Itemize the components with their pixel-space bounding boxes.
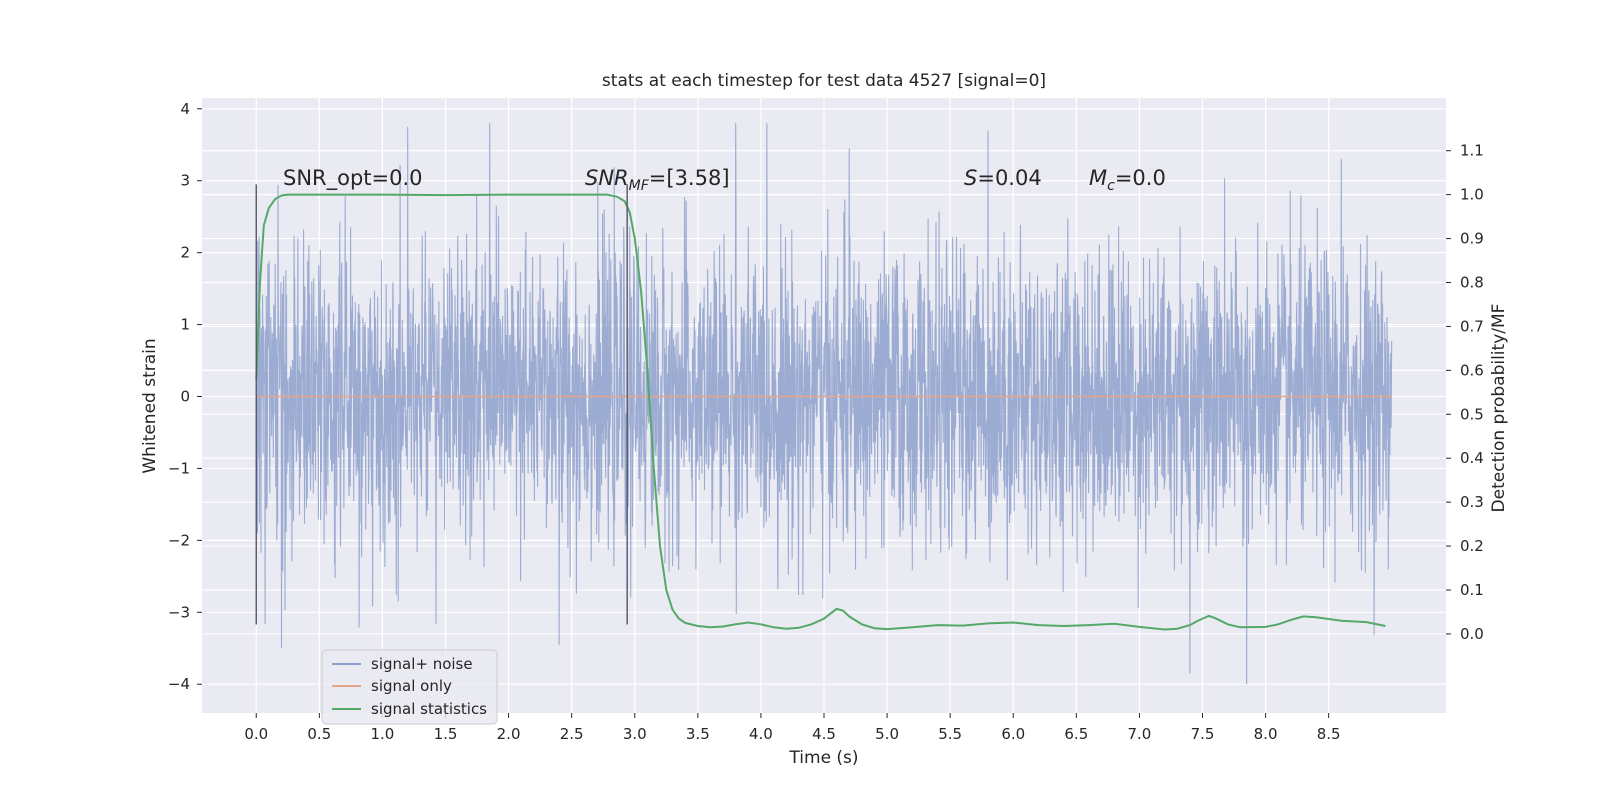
y2-tick-label: 1.0	[1460, 186, 1484, 204]
y2-tick-label: 0.5	[1460, 405, 1484, 423]
y2-tick-label: 0.3	[1460, 493, 1484, 511]
x-tick-label: 2.0	[497, 725, 521, 743]
mc-value: =0.0	[1115, 166, 1166, 190]
s-value: =0.04	[977, 166, 1041, 190]
y-tick-label: −1	[168, 459, 190, 477]
annotation-snr-mf: SNRMF=[3.58]	[585, 166, 730, 194]
x-tick-label: 7.5	[1191, 725, 1215, 743]
y2-tick-label: 0.0	[1460, 625, 1484, 643]
series-signal-noise-line	[255, 123, 1393, 685]
y-tick-label: −2	[168, 531, 190, 549]
series-layer	[255, 123, 1393, 685]
annotation-mc: Mc=0.0	[1089, 166, 1166, 194]
mc-subscript: c	[1107, 178, 1115, 194]
y2-axis-label: Detection probability/MF	[1489, 304, 1509, 513]
legend-label-signal-only: signal only	[371, 677, 452, 695]
x-tick-label: 1.5	[434, 725, 458, 743]
x-tick-label: 8.5	[1317, 725, 1341, 743]
snr-mf-subscript: MF	[629, 178, 650, 194]
legend-label-signal-noise: signal+ noise	[371, 655, 473, 673]
ticks-layer: 0.0 0.5 1.0 1.5 2.0 2.5 3.0 3.5 4.0 4.5 5.0 5.5 6.0 6…	[168, 100, 1484, 743]
y-tick-label: −3	[168, 603, 190, 621]
x-tick-label: 3.0	[623, 725, 647, 743]
y-tick-label: −4	[168, 675, 190, 693]
y2-tick-label: 0.2	[1460, 537, 1484, 555]
x-tick-label: 0.5	[307, 725, 331, 743]
y2-tick-label: 0.9	[1460, 230, 1484, 248]
x-tick-label: 5.5	[938, 725, 962, 743]
snr-mf-label: SNR	[585, 166, 629, 190]
y2-tick-label: 0.4	[1460, 449, 1484, 467]
snr-mf-value: =[3.58]	[649, 166, 730, 190]
s-label: S	[964, 166, 977, 190]
x-tick-label: 2.5	[560, 725, 584, 743]
y2-tick-label: 0.1	[1460, 581, 1484, 599]
legend-box	[321, 649, 498, 725]
y2-tick-label: 0.6	[1460, 361, 1484, 379]
y-tick-label: 2	[180, 244, 190, 262]
x-tick-label: 5.0	[875, 725, 899, 743]
y-tick-label: 4	[180, 100, 190, 118]
mc-label: M	[1089, 166, 1107, 190]
y2-tick-label: 0.7	[1460, 317, 1484, 335]
x-tick-label: 3.5	[686, 725, 710, 743]
y2-tick-label: 1.1	[1460, 142, 1484, 160]
y-tick-label: 0	[180, 388, 190, 406]
legend-label-signal-statistics: signal statistics	[371, 700, 487, 718]
y2-tick-label: 0.8	[1460, 274, 1484, 292]
vertical-markers	[255, 184, 628, 625]
annotation-s: S=0.04	[964, 166, 1042, 190]
y-tick-label: 1	[180, 316, 190, 334]
grid	[202, 98, 1446, 713]
x-axis-label: Time (s)	[788, 748, 858, 768]
x-tick-label: 1.0	[370, 725, 394, 743]
x-tick-label: 8.0	[1254, 725, 1278, 743]
chart-title: stats at each timestep for test data 452…	[602, 71, 1046, 91]
x-tick-label: 6.0	[1001, 725, 1025, 743]
y-tick-label: 3	[180, 172, 190, 190]
series-signal-statistics-line	[255, 193, 1386, 631]
x-tick-label: 0.0	[244, 725, 268, 743]
annotation-snr-opt: SNR_opt=0.0	[283, 166, 423, 191]
y-axis-label: Whitened strain	[140, 338, 160, 473]
x-tick-label: 4.0	[749, 725, 773, 743]
x-tick-label: 4.5	[812, 725, 836, 743]
x-tick-label: 6.5	[1064, 725, 1088, 743]
x-tick-label: 7.0	[1127, 725, 1151, 743]
legend: signal+ noise signal only signal statist…	[321, 649, 498, 725]
